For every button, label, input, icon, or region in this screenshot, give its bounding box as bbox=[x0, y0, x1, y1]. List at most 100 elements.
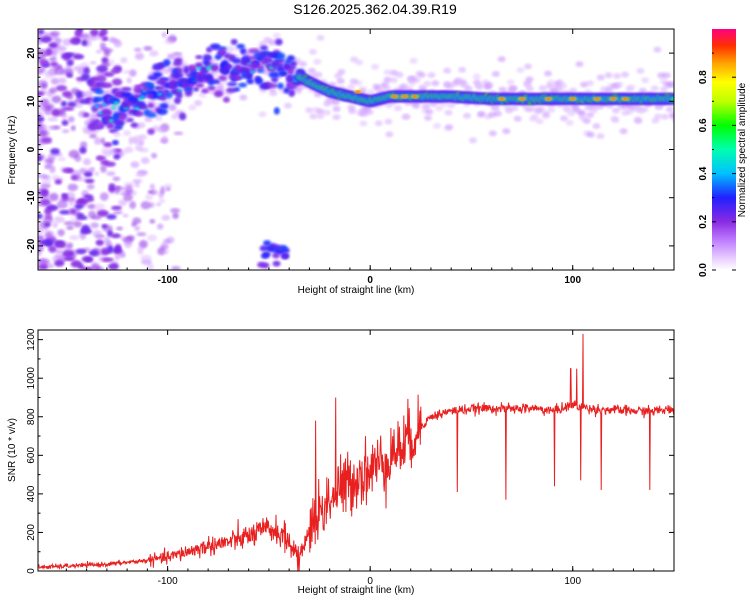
spectrogram-cell bbox=[269, 90, 278, 97]
spectrogram-cell bbox=[427, 72, 436, 79]
snr-x-tick-label: -100 bbox=[158, 576, 178, 587]
spectrogram-cell bbox=[138, 134, 147, 141]
spectrogram-cell bbox=[69, 208, 77, 215]
spectrogram-cell bbox=[194, 62, 204, 69]
spectrogram-cell bbox=[567, 110, 576, 117]
spectrogram-cell bbox=[218, 49, 227, 55]
spectrogram-cell bbox=[53, 125, 61, 130]
spectrogram-cell bbox=[654, 113, 663, 120]
spectrogram-cell bbox=[485, 81, 494, 88]
spectrogram-cell bbox=[134, 52, 145, 61]
spectrogram-cell bbox=[160, 186, 166, 194]
spectrogram-cell bbox=[268, 71, 280, 79]
spectrogram-cell bbox=[216, 82, 225, 89]
spectrogram-cell bbox=[585, 80, 594, 87]
spectrogram-cell bbox=[83, 66, 91, 75]
spectrogram-cell bbox=[162, 239, 172, 244]
spectrogram-cell bbox=[106, 214, 117, 220]
spectrogram-cell bbox=[114, 252, 121, 261]
spectrogram-cell bbox=[277, 82, 284, 90]
spectrogram-cell bbox=[163, 88, 170, 95]
colorbar-tick-label: 0.0 bbox=[698, 263, 709, 277]
spectrogram-cell bbox=[95, 239, 104, 246]
spectrogram-cell bbox=[102, 257, 114, 263]
spectrogram-cell bbox=[165, 187, 171, 192]
spectrogram-cell bbox=[38, 155, 43, 162]
spectrogram-cell bbox=[51, 95, 62, 104]
spectrogram-cell bbox=[313, 58, 322, 65]
spectrogram-cell bbox=[322, 109, 331, 116]
snr-y-tick-label: 1000 bbox=[26, 367, 37, 390]
spectrogram-cell bbox=[211, 79, 221, 85]
spectrogram-cell bbox=[591, 103, 600, 110]
spectrogram-cell bbox=[355, 59, 364, 66]
spectrogram-cell bbox=[545, 97, 551, 100]
spectrogram-cell bbox=[95, 156, 107, 161]
spectrogram-cell bbox=[79, 99, 92, 105]
snr-x-axis-label: Height of straight line (km) bbox=[298, 585, 415, 596]
spectrogram-cell bbox=[202, 54, 212, 62]
spectrogram-cell bbox=[254, 77, 264, 85]
spectrogram-cell bbox=[260, 45, 269, 51]
spectrogram-cell bbox=[89, 166, 95, 173]
colorbar: 0.0 0.2 0.4 0.6 0.8 Normalized spectral ampl… bbox=[698, 29, 748, 277]
spectrogram-cell bbox=[577, 109, 586, 116]
spectrogram-cell bbox=[596, 133, 605, 140]
spectrogram-cell bbox=[359, 120, 368, 127]
spectrogram-cell bbox=[659, 86, 668, 93]
spectrogram-cell bbox=[124, 146, 134, 154]
spectrogram-cell bbox=[578, 114, 587, 121]
spectrogram-cell bbox=[57, 49, 66, 55]
spectrogram-y-tick-label: -20 bbox=[26, 238, 37, 253]
spectrogram-cell bbox=[61, 112, 68, 120]
spectrogram-cell bbox=[140, 157, 150, 165]
spectrogram-cell bbox=[96, 65, 108, 73]
spectrogram-cell bbox=[67, 116, 75, 123]
spectrogram-cell bbox=[260, 252, 269, 259]
spectrogram-cell bbox=[650, 85, 659, 92]
spectrogram-cell bbox=[135, 145, 144, 152]
spectrogram-cell bbox=[49, 31, 61, 37]
spectrogram-cell bbox=[68, 149, 80, 159]
spectrogram-cell bbox=[164, 98, 173, 105]
spectrogram-cell bbox=[147, 190, 154, 194]
spectrogram-cell bbox=[164, 37, 175, 45]
spectrogram-cell bbox=[246, 78, 254, 85]
spectrogram-cell bbox=[38, 173, 47, 179]
spectrogram-cell bbox=[114, 246, 121, 253]
spectrogram-cell bbox=[96, 75, 107, 83]
spectrogram-cell bbox=[157, 92, 163, 96]
spectrogram-cell bbox=[355, 90, 361, 93]
spectrogram-cell bbox=[584, 88, 593, 95]
spectrogram-cell bbox=[79, 146, 87, 154]
spectrogram-cell bbox=[49, 87, 58, 94]
spectrogram-cell bbox=[154, 85, 165, 91]
spectrogram-cell bbox=[147, 98, 156, 105]
spectrogram-x-tick-label: 0 bbox=[367, 275, 373, 286]
spectrogram-cell bbox=[312, 106, 321, 113]
spectrogram-cell bbox=[594, 97, 600, 100]
snr-y-tick-label: 0 bbox=[26, 568, 37, 574]
spectrogram-cell bbox=[54, 216, 65, 223]
spectrogram-cell bbox=[112, 176, 121, 182]
spectrogram-cell bbox=[565, 119, 574, 126]
spectrogram-cell bbox=[185, 90, 193, 97]
spectrogram-cell bbox=[47, 153, 56, 161]
spectrogram-cell bbox=[187, 77, 197, 82]
spectrogram-cell bbox=[46, 204, 59, 211]
spectrogram-cell bbox=[102, 36, 109, 42]
spectrogram-cell bbox=[347, 104, 356, 111]
spectrogram-cell bbox=[113, 153, 121, 160]
spectrogram-cell bbox=[58, 209, 70, 215]
spectrogram-cell bbox=[402, 95, 408, 98]
spectrogram-cell bbox=[638, 87, 647, 94]
spectrogram-cell bbox=[474, 82, 483, 89]
spectrogram-cell bbox=[81, 39, 88, 47]
spectrogram-cell bbox=[276, 52, 286, 61]
spectrogram-cell bbox=[239, 47, 247, 55]
spectrogram-cell bbox=[188, 104, 197, 111]
spectrogram-cell bbox=[48, 192, 59, 202]
spectrogram-cell bbox=[510, 105, 519, 112]
spectrogram-cell bbox=[63, 221, 75, 226]
spectrogram-cell bbox=[44, 239, 54, 247]
